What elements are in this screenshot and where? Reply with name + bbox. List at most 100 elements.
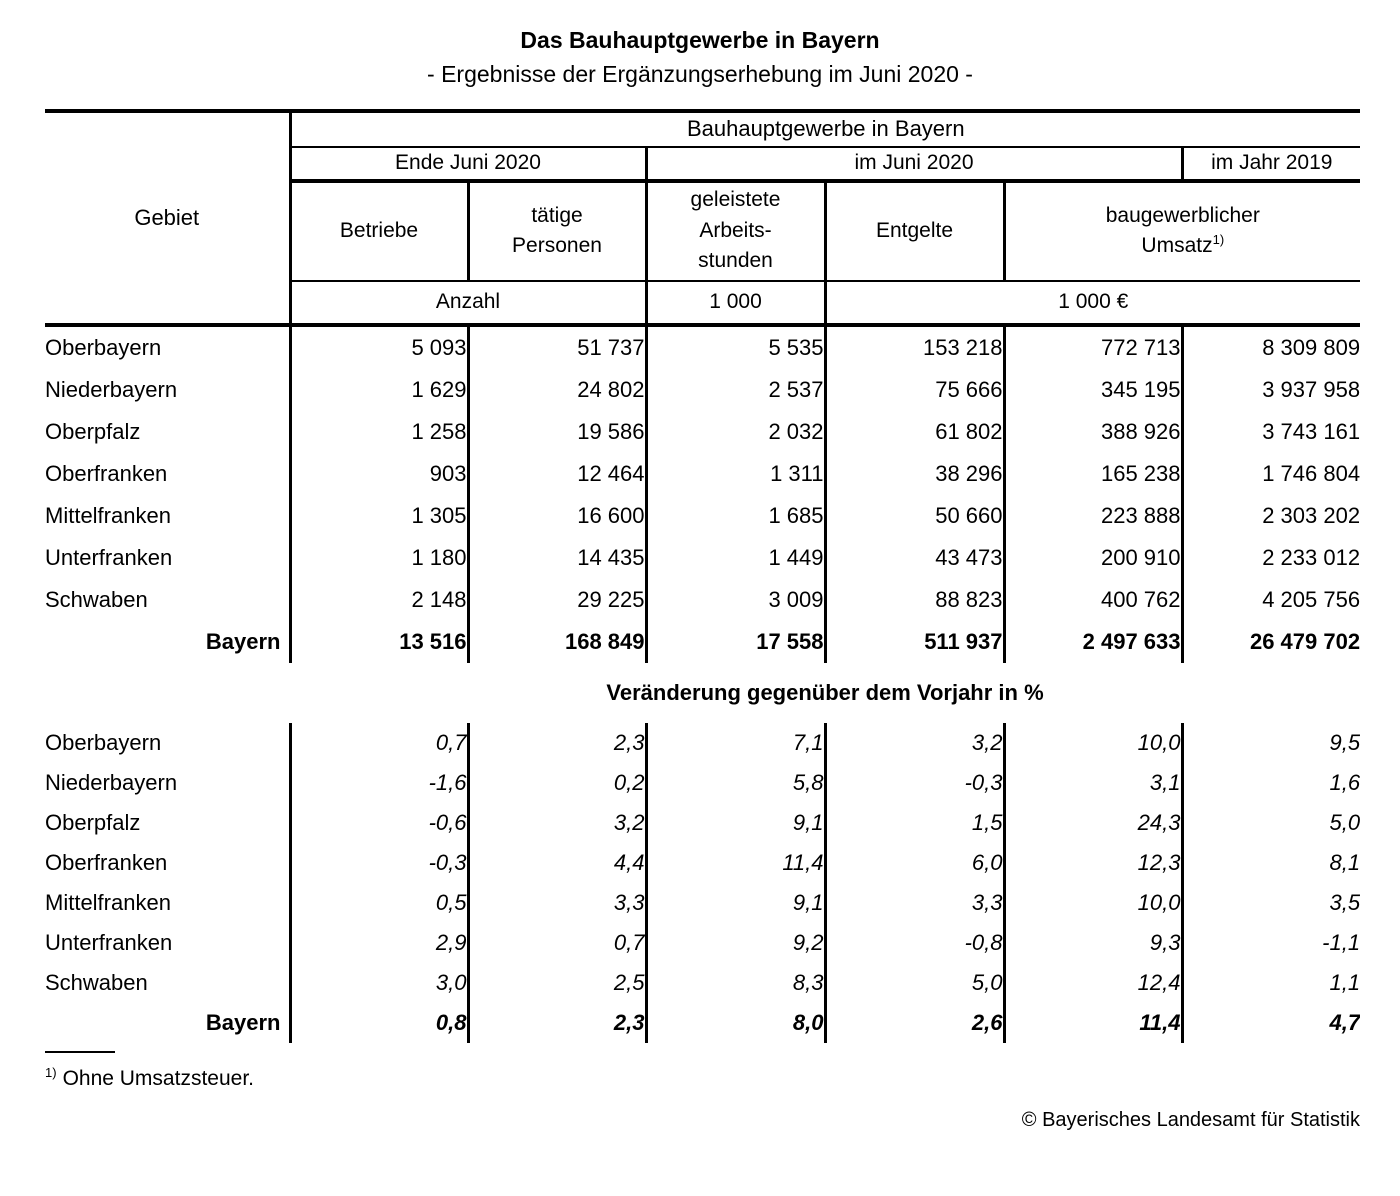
value-cell: 4,4 xyxy=(468,842,648,883)
value-cell: -0,3 xyxy=(290,842,470,883)
value-cell: 3,5 xyxy=(1329,889,1361,915)
region-cell: Schwaben xyxy=(45,962,292,1003)
unit-header-1000: 1 000 xyxy=(646,280,827,327)
value-cell: 3,0 xyxy=(290,962,470,1003)
region-cell: Oberbayern xyxy=(45,324,292,369)
umsatz-label-line2: Umsatz xyxy=(1141,234,1213,257)
value-cell: 2 148 xyxy=(290,578,470,621)
value-cell: 9,3 xyxy=(1004,922,1184,963)
value-cell: 345 195 xyxy=(1004,368,1184,411)
value-cell: 88 823 xyxy=(825,578,1006,621)
value-cell: 4 205 756 xyxy=(1262,586,1361,612)
region-cell: Unterfranken xyxy=(45,536,292,579)
umsatz-label-line1: baugewerblicher xyxy=(1105,203,1260,227)
value-cell: 5,0 xyxy=(825,962,1006,1003)
change-row: Oberfranken -0,3 4,4 11,4 6,0 12,3 8,1 xyxy=(45,842,1361,883)
value-cell: 75 666 xyxy=(825,368,1006,411)
section-heading-row: Veränderung gegenüber dem Vorjahr in % xyxy=(45,663,1360,723)
value-cell: 3 937 958 xyxy=(1262,376,1361,402)
col-header-gebiet: Gebiet xyxy=(45,108,292,327)
table-row: Oberpfalz 1 258 19 586 2 032 61 802 388 … xyxy=(45,410,1361,453)
value-cell: 2 032 xyxy=(646,410,827,453)
region-cell: Oberfranken xyxy=(45,842,292,883)
value-cell: 8,1 xyxy=(1329,849,1361,875)
header-row-columns: Betriebe tätige Personen geleistete Arbe… xyxy=(45,180,1361,282)
value-cell: 50 660 xyxy=(825,494,1006,537)
region-cell: Mittelfranken xyxy=(45,882,292,923)
value-cell: 2 233 012 xyxy=(1262,544,1361,570)
value-cell: 1 449 xyxy=(646,536,827,579)
value-cell: 903 xyxy=(290,452,470,495)
table-row: Oberbayern 5 093 51 737 5 535 153 218 77… xyxy=(45,324,1361,369)
value-cell: 16 600 xyxy=(468,494,648,537)
period-header-im-jahr-2019: im Jahr 2019 xyxy=(1182,146,1361,183)
region-cell: Oberpfalz xyxy=(45,802,292,843)
value-cell: 0,8 xyxy=(290,1002,470,1043)
region-cell: Niederbayern xyxy=(45,368,292,411)
value-cell: 511 937 xyxy=(825,620,1006,663)
value-cell: 772 713 xyxy=(1004,324,1184,369)
value-cell: 0,5 xyxy=(290,882,470,923)
table-row: Oberfranken 903 12 464 1 311 38 296 165 … xyxy=(45,452,1361,495)
page-subtitle: - Ergebnisse der Ergänzungserhebung im J… xyxy=(427,60,973,87)
value-cell: 1 746 804 xyxy=(1262,460,1361,486)
value-cell: 19 586 xyxy=(468,410,648,453)
value-cell: 2,3 xyxy=(468,722,648,763)
value-cell: 400 762 xyxy=(1004,578,1184,621)
table-row: Mittelfranken 1 305 16 600 1 685 50 660 … xyxy=(45,494,1360,537)
value-cell: 38 296 xyxy=(825,452,1006,495)
header-row-periods: Ende Juni 2020 im Juni 2020 im Jahr 2019 xyxy=(45,146,1361,183)
statistics-table: Gebiet Bauhauptgewerbe in Bayern Ende Ju… xyxy=(45,108,1361,1043)
value-cell: 4,7 xyxy=(1329,1009,1361,1035)
footnote-marker: 1) xyxy=(45,1064,57,1080)
value-cell: 51 737 xyxy=(468,324,648,369)
col-header-taetige-personen: tätige Personen xyxy=(468,180,648,282)
value-cell: 12 464 xyxy=(468,452,648,495)
period-header-im-juni-2020: im Juni 2020 xyxy=(646,146,1184,183)
region-cell: Mittelfranken xyxy=(45,494,292,537)
table-row: Niederbayern 1 629 24 802 2 537 75 666 3… xyxy=(45,368,1361,411)
value-cell: -0,3 xyxy=(825,762,1006,803)
value-cell: 9,1 xyxy=(646,802,827,843)
region-cell-total: Bayern xyxy=(45,1002,292,1043)
value-cell: 165 238 xyxy=(1004,452,1184,495)
value-cell: 17 558 xyxy=(646,620,827,663)
value-cell: 14 435 xyxy=(468,536,648,579)
value-cell: 2 537 xyxy=(646,368,827,411)
value-cell: 2,5 xyxy=(468,962,648,1003)
value-cell: 3 009 xyxy=(646,578,827,621)
value-cell: 5 093 xyxy=(290,324,470,369)
col-header-entgelte: Entgelte xyxy=(825,180,1006,282)
value-cell: 1 180 xyxy=(290,536,470,579)
value-cell: 1 305 xyxy=(290,494,470,537)
change-row: Mittelfranken 0,5 3,3 9,1 3,3 10,0 3,5 xyxy=(45,882,1361,923)
footnote-marker: 1) xyxy=(1212,232,1225,247)
region-cell-total: Bayern xyxy=(45,620,292,663)
value-cell: 3 743 161 xyxy=(1262,418,1361,444)
value-cell: 3,2 xyxy=(825,722,1006,763)
value-cell: 223 888 xyxy=(1004,494,1184,537)
value-cell: 3,3 xyxy=(825,882,1006,923)
header-row-units: Anzahl 1 000 1 000 € xyxy=(45,280,1361,327)
value-cell: 9,1 xyxy=(646,882,827,923)
table-banner: Bauhauptgewerbe in Bayern xyxy=(290,108,1361,148)
value-cell: 200 910 xyxy=(1004,536,1184,579)
change-row: Oberpfalz -0,6 3,2 9,1 1,5 24,3 5,0 xyxy=(45,802,1360,843)
value-cell: 61 802 xyxy=(825,410,1006,453)
table-row: Unterfranken 1 180 14 435 1 449 43 473 2… xyxy=(45,536,1361,579)
value-cell: 1 311 xyxy=(646,452,827,495)
value-cell: 1,5 xyxy=(825,802,1006,843)
value-cell: 11,4 xyxy=(646,842,827,883)
value-cell: 6,0 xyxy=(825,842,1006,883)
footnote: 1) Ohne Umsatzsteuer. xyxy=(45,1065,1400,1091)
value-cell: 2,3 xyxy=(468,1002,648,1043)
value-cell: 43 473 xyxy=(825,536,1006,579)
footnote-text: Ohne Umsatzsteuer. xyxy=(62,1066,254,1090)
change-row: Oberbayern 0,7 2,3 7,1 3,2 10,0 9,5 xyxy=(45,722,1360,763)
value-cell: 153 218 xyxy=(825,324,1006,369)
value-cell: 8 309 809 xyxy=(1262,334,1361,360)
value-cell: 388 926 xyxy=(1004,410,1184,453)
value-cell: 11,4 xyxy=(1004,1002,1184,1043)
value-cell: 2 497 633 xyxy=(1004,620,1184,663)
